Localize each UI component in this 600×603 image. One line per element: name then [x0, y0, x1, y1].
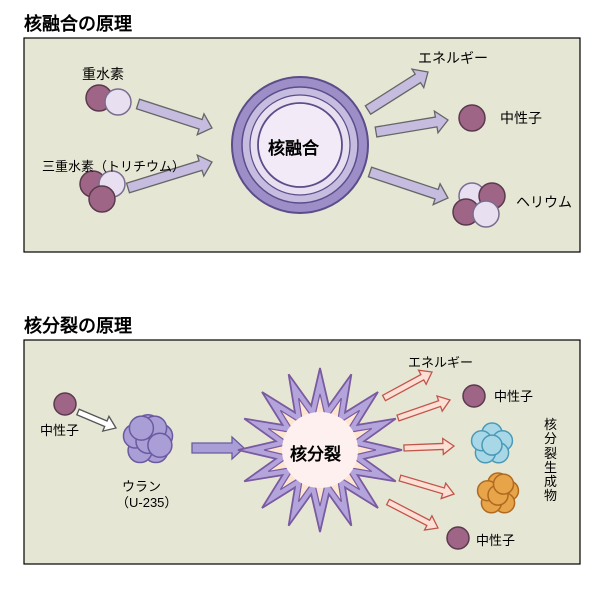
diagram-label: エネルギー	[418, 48, 488, 68]
diagram-label: （U-235）	[116, 492, 177, 511]
diagram-label: 中性子	[494, 386, 533, 405]
diagram-label: 中性子	[40, 420, 79, 439]
fission-products-label: 核分裂生成物	[544, 418, 558, 504]
fission-center-label: 核分裂	[290, 440, 341, 465]
diagram-label: エネルギー	[408, 352, 473, 371]
diagram-label: 中性子	[500, 108, 542, 128]
diagram-label: 三重水素（トリチウム）	[42, 156, 185, 175]
diagram-label: ヘリウム	[516, 192, 572, 212]
diagram-label: 重水素	[82, 64, 124, 84]
diagram-svg	[0, 0, 600, 603]
diagram-label: 中性子	[476, 530, 515, 549]
fusion-center-label: 核融合	[268, 134, 319, 159]
